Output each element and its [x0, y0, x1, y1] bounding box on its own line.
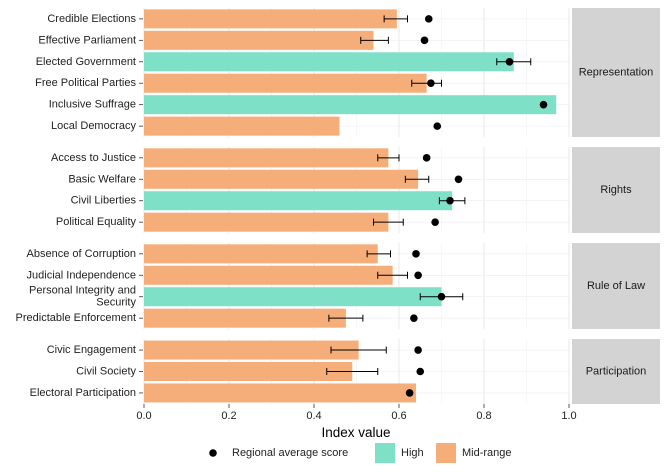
- bar: [144, 383, 416, 403]
- category-label: Elected Government: [36, 56, 136, 68]
- category-label: Civil Society: [76, 365, 136, 377]
- category-labels: Credible Elections Effective Parliament El…: [16, 13, 143, 399]
- facet-strip-label: Representation: [579, 66, 654, 78]
- x-axis: 0.0 0.2 0.4 0.6 0.8 1.0: [136, 404, 577, 422]
- category-label: Civil Liberties: [71, 195, 137, 207]
- legend-label: High: [401, 447, 424, 459]
- legend-label-dot: Regional average score: [232, 447, 348, 459]
- bar: [144, 212, 389, 232]
- x-axis-title: Index value: [321, 425, 390, 440]
- legend: Regional average score High Mid-range: [209, 443, 512, 463]
- regional-average-dot: [414, 271, 422, 280]
- bar: [144, 95, 557, 115]
- regional-average-dot: [424, 15, 433, 23]
- legend-swatch: [436, 443, 456, 463]
- regional-average-dot: [505, 57, 514, 66]
- regional-average-dot: [446, 196, 454, 205]
- category-label: Electoral Participation: [30, 387, 136, 399]
- regional-average-dot: [414, 346, 422, 354]
- regional-average-dot: [422, 154, 431, 162]
- category-label: Predictable Enforcement: [16, 312, 136, 324]
- regional-average-dot: [433, 122, 442, 130]
- bar: [144, 244, 378, 264]
- category-label: Credible Elections: [47, 13, 136, 25]
- category-label: Basic Welfare: [68, 173, 136, 185]
- regional-average-dot: [410, 314, 418, 322]
- regional-average-dot: [427, 79, 435, 88]
- bar: [144, 148, 389, 168]
- x-tick-label: 0.4: [306, 410, 321, 422]
- category-label: Effective Parliament: [38, 34, 136, 46]
- regional-average-dot: [454, 175, 463, 184]
- x-tick-label: 0.6: [391, 410, 406, 422]
- facet-strip: [572, 147, 660, 233]
- bar: [144, 9, 397, 29]
- legend-swatch: [375, 443, 395, 463]
- legend-label: Mid-range: [462, 447, 512, 459]
- x-tick-label: 1.0: [561, 410, 576, 422]
- bar: [144, 52, 514, 72]
- category-label: Judicial Independence: [27, 269, 136, 281]
- bar: [144, 287, 442, 307]
- x-tick-label: 0.0: [136, 410, 151, 422]
- facet-strips: Representation Rights Rule of Law Participa…: [572, 8, 660, 404]
- regional-average-dot: [437, 292, 446, 301]
- regional-average-dot: [412, 250, 420, 258]
- facet-strip: [572, 8, 660, 137]
- category-label: Civic Engagement: [47, 344, 136, 356]
- bar: [144, 116, 340, 136]
- bar: [144, 362, 353, 381]
- facet-strip-label: Rule of Law: [587, 280, 645, 292]
- facet-strip-label: Rights: [600, 184, 632, 196]
- bars-layer: [144, 9, 557, 403]
- category-label: Inclusive Suffrage: [49, 99, 136, 111]
- category-label: Local Democracy: [51, 120, 136, 132]
- category-label: Free Political Parties: [35, 77, 136, 89]
- facet-strip: [572, 339, 660, 404]
- facet-strip: [572, 243, 660, 329]
- regional-average-dot: [539, 100, 548, 109]
- bar: [144, 191, 453, 211]
- regional-average-dot: [431, 218, 439, 226]
- x-tick-label: 0.8: [476, 410, 491, 422]
- x-tick-label: 0.2: [221, 410, 236, 422]
- regional-average-dot: [405, 389, 414, 397]
- category-label: Access to Justice: [51, 152, 136, 164]
- bar: [144, 265, 393, 285]
- category-label: Political Equality: [56, 216, 137, 228]
- facet-strip-label: Participation: [586, 365, 647, 377]
- bar: [144, 169, 419, 189]
- bar: [144, 73, 427, 93]
- bar: [144, 308, 346, 328]
- category-label: Personal Integrity and Security: [29, 285, 137, 309]
- bar: [144, 340, 359, 360]
- bar: [144, 30, 374, 50]
- regional-average-dot: [416, 367, 425, 376]
- regional-average-dot: [420, 36, 429, 45]
- category-label: Absence of Corruption: [27, 248, 136, 260]
- legend-dot-icon: [209, 449, 217, 457]
